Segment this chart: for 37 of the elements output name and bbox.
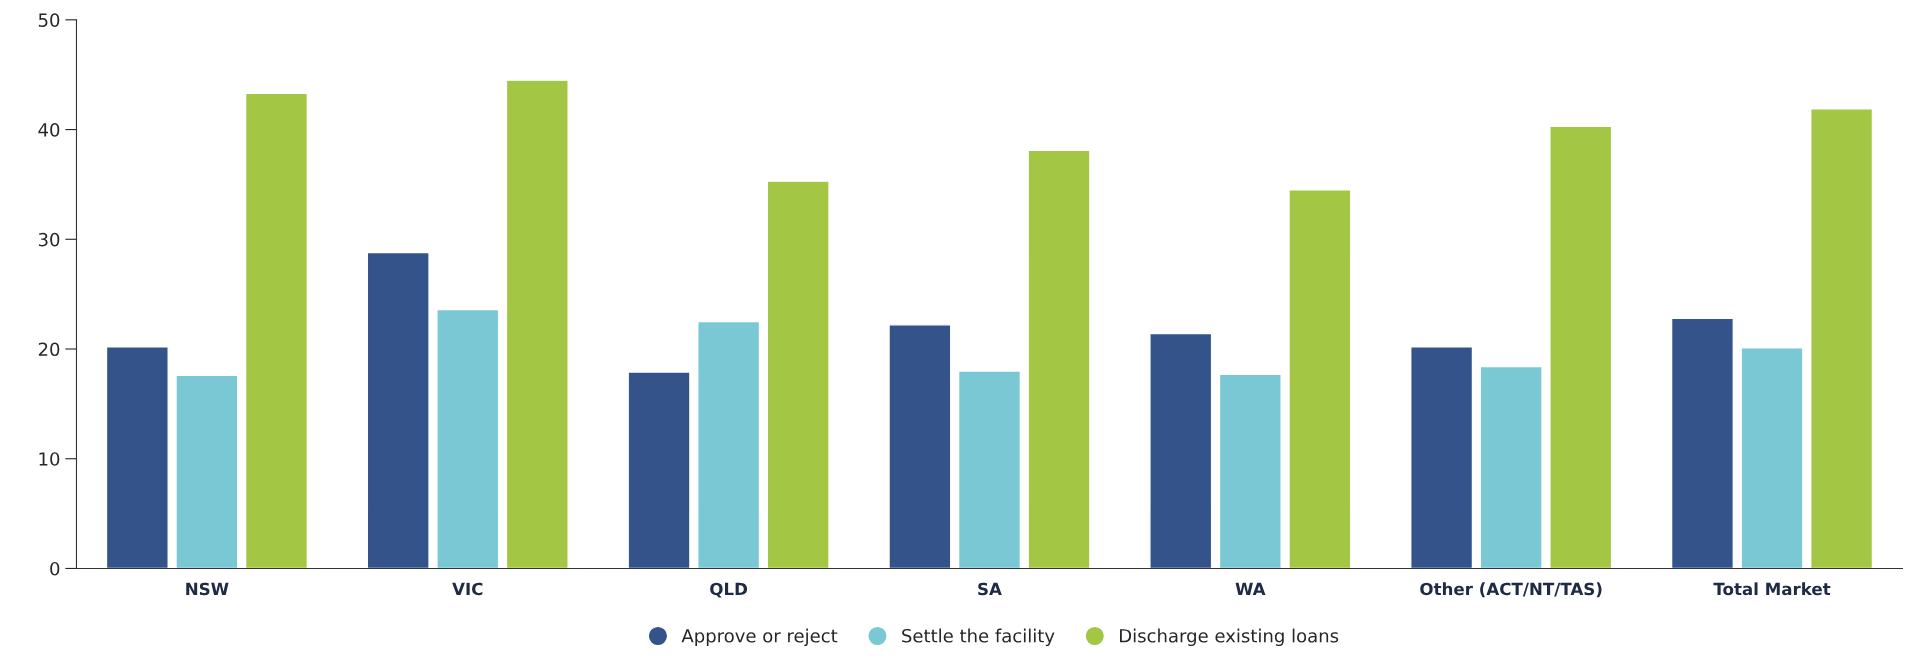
bar — [1149, 332, 1213, 569]
bar — [766, 180, 830, 569]
bar — [627, 371, 691, 569]
legend-label: Discharge existing loans — [1120, 628, 1339, 647]
bar — [1670, 317, 1735, 569]
bar — [436, 308, 500, 569]
bar — [1288, 189, 1352, 569]
x-tick-label: WA — [1235, 582, 1266, 596]
bar — [1810, 108, 1874, 569]
bar — [244, 92, 309, 569]
bar — [1027, 149, 1091, 569]
bar — [1218, 373, 1282, 569]
bar — [366, 251, 430, 569]
y-tick-label: 10 — [39, 452, 60, 466]
x-tick-label: VIC — [452, 582, 483, 596]
bar — [105, 346, 169, 569]
bar — [1740, 347, 1804, 569]
bar — [1549, 125, 1613, 569]
x-tick-label: Total Market — [1713, 582, 1831, 596]
bar — [175, 374, 239, 569]
y-tick-label: 30 — [38, 232, 60, 247]
legend-label: Settle the facility — [902, 628, 1055, 647]
bar — [888, 324, 952, 569]
bar — [697, 320, 761, 569]
x-tick-label: Other (ACT/NT/TAS) — [1420, 582, 1602, 598]
x-tick-label: QLD — [710, 582, 748, 598]
bar — [1410, 346, 1474, 569]
x-tick-label: SA — [978, 582, 1002, 596]
y-tick-label: 40 — [38, 123, 60, 137]
bar — [957, 370, 1022, 569]
y-tick-label: 0 — [50, 561, 60, 576]
bar — [1479, 365, 1543, 569]
legend-label: Approve or reject — [681, 628, 838, 647]
bar — [505, 79, 569, 569]
x-tick-label: NSW — [186, 582, 229, 596]
y-tick-label: 20 — [38, 342, 60, 357]
y-tick-label: 50 — [38, 13, 60, 27]
